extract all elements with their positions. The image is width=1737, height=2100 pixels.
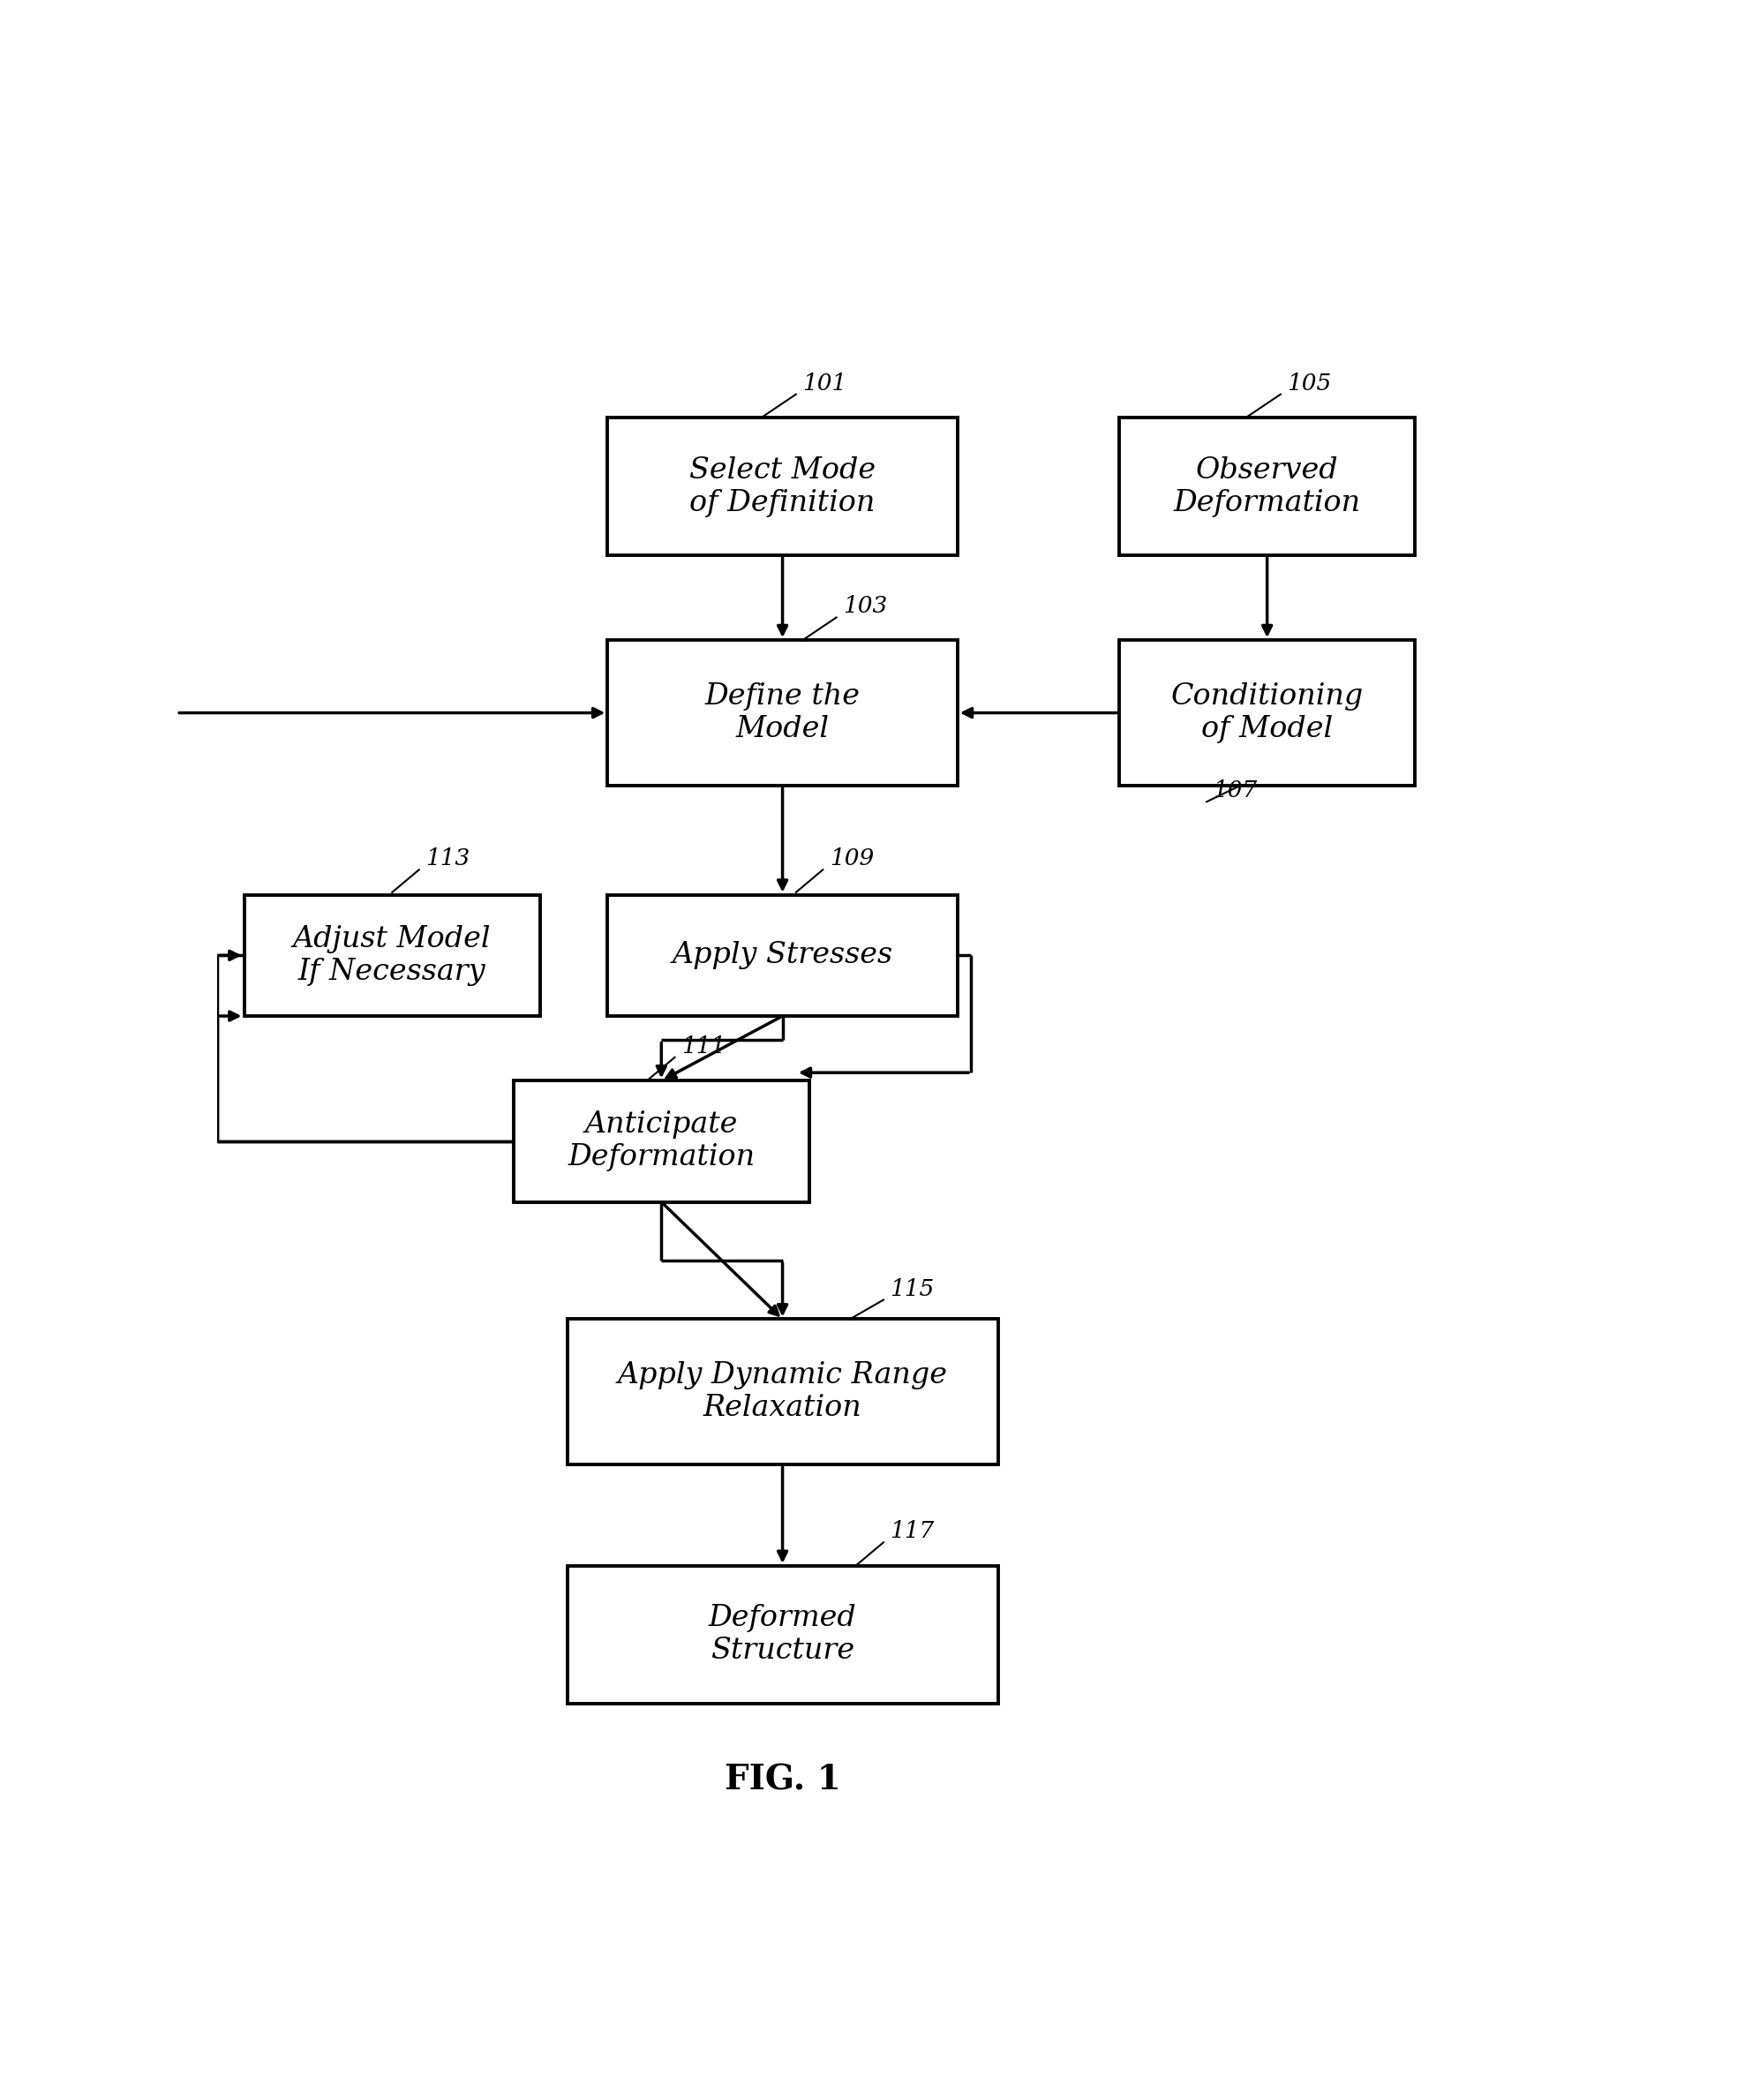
Text: 107: 107 xyxy=(1212,779,1258,802)
Text: Observed
Deformation: Observed Deformation xyxy=(1174,456,1360,517)
Text: Deformed
Structure: Deformed Structure xyxy=(709,1604,856,1665)
Text: FIG. 1: FIG. 1 xyxy=(724,1764,841,1798)
Text: Apply Stresses: Apply Stresses xyxy=(672,941,893,970)
Bar xyxy=(1119,418,1416,554)
Text: 115: 115 xyxy=(891,1277,935,1300)
Text: 111: 111 xyxy=(681,1035,726,1056)
Text: 113: 113 xyxy=(426,848,471,869)
Text: 101: 101 xyxy=(802,372,848,395)
Text: Conditioning
of Model: Conditioning of Model xyxy=(1171,683,1364,743)
Text: Anticipate
Deformation: Anticipate Deformation xyxy=(568,1111,756,1172)
Text: 117: 117 xyxy=(891,1520,935,1541)
Text: Select Mode
of Definition: Select Mode of Definition xyxy=(690,456,875,517)
Text: 109: 109 xyxy=(830,848,874,869)
Text: 103: 103 xyxy=(842,596,888,617)
Bar xyxy=(514,1082,809,1201)
Bar xyxy=(568,1567,999,1703)
Text: 105: 105 xyxy=(1287,372,1332,395)
Text: Define the
Model: Define the Model xyxy=(705,683,860,743)
Text: Adjust Model
If Necessary: Adjust Model If Necessary xyxy=(294,924,492,985)
Text: Apply Dynamic Range
Relaxation: Apply Dynamic Range Relaxation xyxy=(617,1361,948,1422)
Bar xyxy=(243,895,540,1016)
Bar xyxy=(608,640,957,785)
Bar xyxy=(1119,640,1416,785)
Bar xyxy=(608,895,957,1016)
Bar xyxy=(608,418,957,554)
Bar xyxy=(568,1319,999,1466)
